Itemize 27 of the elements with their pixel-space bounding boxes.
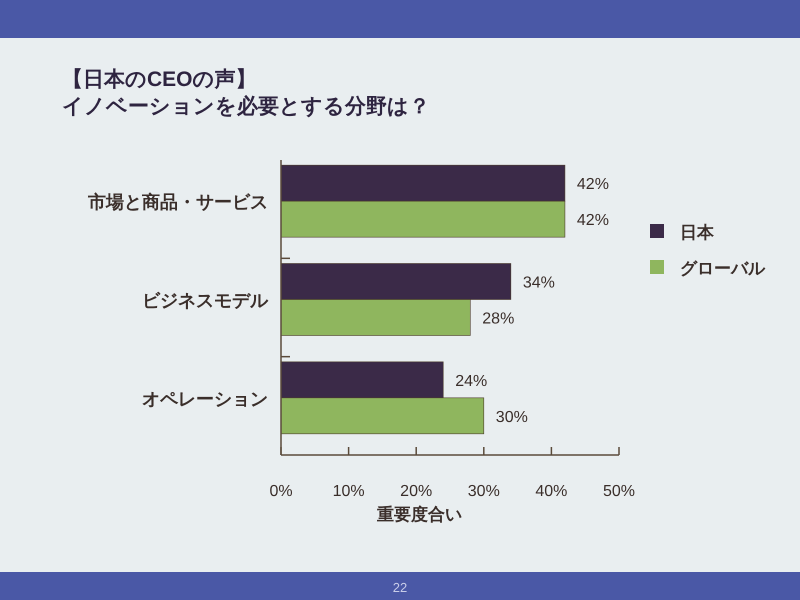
bar <box>280 200 566 238</box>
x-tick-label: 0% <box>269 483 293 500</box>
chart-subtitle: イノベーションを必要とする分野は？ <box>62 94 430 118</box>
x-tick-label: 30% <box>468 483 500 500</box>
y-tick-label: 市場と商品・サービス <box>87 192 268 212</box>
data-label: 28% <box>482 310 514 328</box>
bar <box>280 362 444 398</box>
x-tick-label: 40% <box>535 483 568 500</box>
data-label: 24% <box>455 372 488 390</box>
bar <box>280 299 471 336</box>
x-axis-title: 重要度合い <box>376 505 462 524</box>
data-label: 34% <box>522 274 555 292</box>
x-tick-label: 10% <box>332 483 365 500</box>
data-label: 42% <box>576 176 609 194</box>
bar <box>280 398 484 434</box>
text: 22 <box>392 580 408 595</box>
legend-label: 日本 <box>680 223 715 242</box>
legend-label: グローバル <box>680 259 766 278</box>
bar <box>280 164 566 202</box>
y-tick-label: オペレーション <box>142 388 268 409</box>
x-tick-label: 50% <box>602 483 636 500</box>
x-tick-label: 20% <box>400 483 432 500</box>
chart-title: 【日本のCEOの声】 <box>62 68 257 91</box>
data-label: 30% <box>496 408 528 426</box>
bar <box>280 263 512 300</box>
y-tick-label: ビジネスモデル <box>142 290 269 310</box>
data-label: 42% <box>576 212 609 230</box>
